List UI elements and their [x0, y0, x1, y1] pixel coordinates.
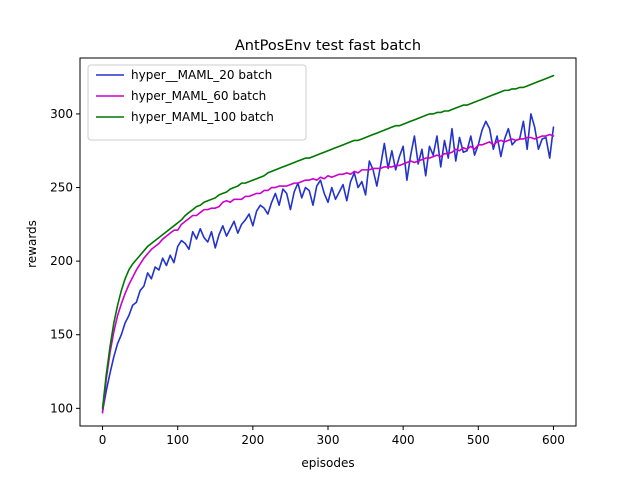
legend: hyper__MAML_20 batch hyper_MAML_60 batch h…	[87, 64, 307, 141]
series-line-3	[101, 74, 555, 410]
legend-box	[87, 64, 307, 141]
x-tick-label: 400	[392, 433, 415, 447]
x-axis-label: episodes	[301, 456, 354, 470]
axis-ticks: 0 100 200 300 400 500 600 100 150 200 250 300	[50, 107, 565, 447]
y-axis-label: rewards	[25, 220, 39, 268]
legend-label: hyper_MAML_100 batch	[131, 110, 274, 124]
legend-label: hyper_MAML_60 batch	[131, 89, 266, 103]
x-tick-label: 500	[467, 433, 490, 447]
y-tick-label: 100	[50, 401, 73, 415]
chart-title: AntPosEnv test fast batch	[235, 38, 421, 54]
y-tick-label: 250	[50, 181, 73, 195]
x-tick-label: 100	[166, 433, 189, 447]
series-lines	[101, 74, 555, 414]
series-line-2	[101, 133, 555, 414]
x-tick-label: 200	[241, 433, 264, 447]
plot-frame	[79, 57, 577, 427]
y-tick-label: 150	[50, 328, 73, 342]
x-tick-label: 300	[317, 433, 340, 447]
x-tick-label: 600	[542, 433, 565, 447]
x-tick-label: 0	[99, 433, 107, 447]
legend-label: hyper__MAML_20 batch	[131, 68, 272, 82]
y-tick-label: 200	[50, 254, 73, 268]
y-tick-label: 300	[50, 107, 73, 121]
